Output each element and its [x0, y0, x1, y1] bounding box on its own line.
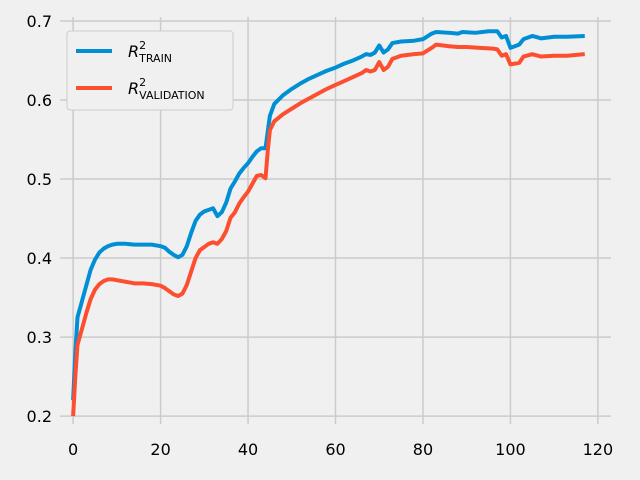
legend: R2 TRAIN R2 VALIDATION	[66, 30, 234, 111]
grid	[60, 17, 611, 424]
x-axis: 0 20 40 60 80 100 120	[68, 440, 613, 459]
x-tick-label: 120	[583, 440, 614, 459]
series-line-validation	[71, 42, 585, 417]
x-tick-label: 80	[413, 440, 433, 459]
x-tick-label: 60	[325, 440, 345, 459]
y-axis: 0.2 0.3 0.4 0.5 0.6 0.7	[27, 12, 52, 426]
x-tick-label: 20	[150, 440, 170, 459]
y-tick-label: 0.6	[27, 91, 52, 110]
y-tick-label: 0.4	[27, 249, 52, 268]
x-tick-label: 100	[495, 440, 526, 459]
y-tick-label: 0.5	[27, 170, 52, 189]
series-line-train	[71, 29, 585, 401]
series-layer	[71, 29, 585, 417]
legend-entry-validation: R2 VALIDATION	[128, 76, 205, 102]
x-tick-label: 40	[238, 440, 258, 459]
legend-entry-train: R2 TRAIN	[128, 39, 172, 65]
y-tick-label: 0.2	[27, 407, 52, 426]
y-tick-label: 0.7	[27, 12, 52, 31]
y-tick-label: 0.3	[27, 328, 52, 347]
x-tick-label: 0	[68, 440, 78, 459]
